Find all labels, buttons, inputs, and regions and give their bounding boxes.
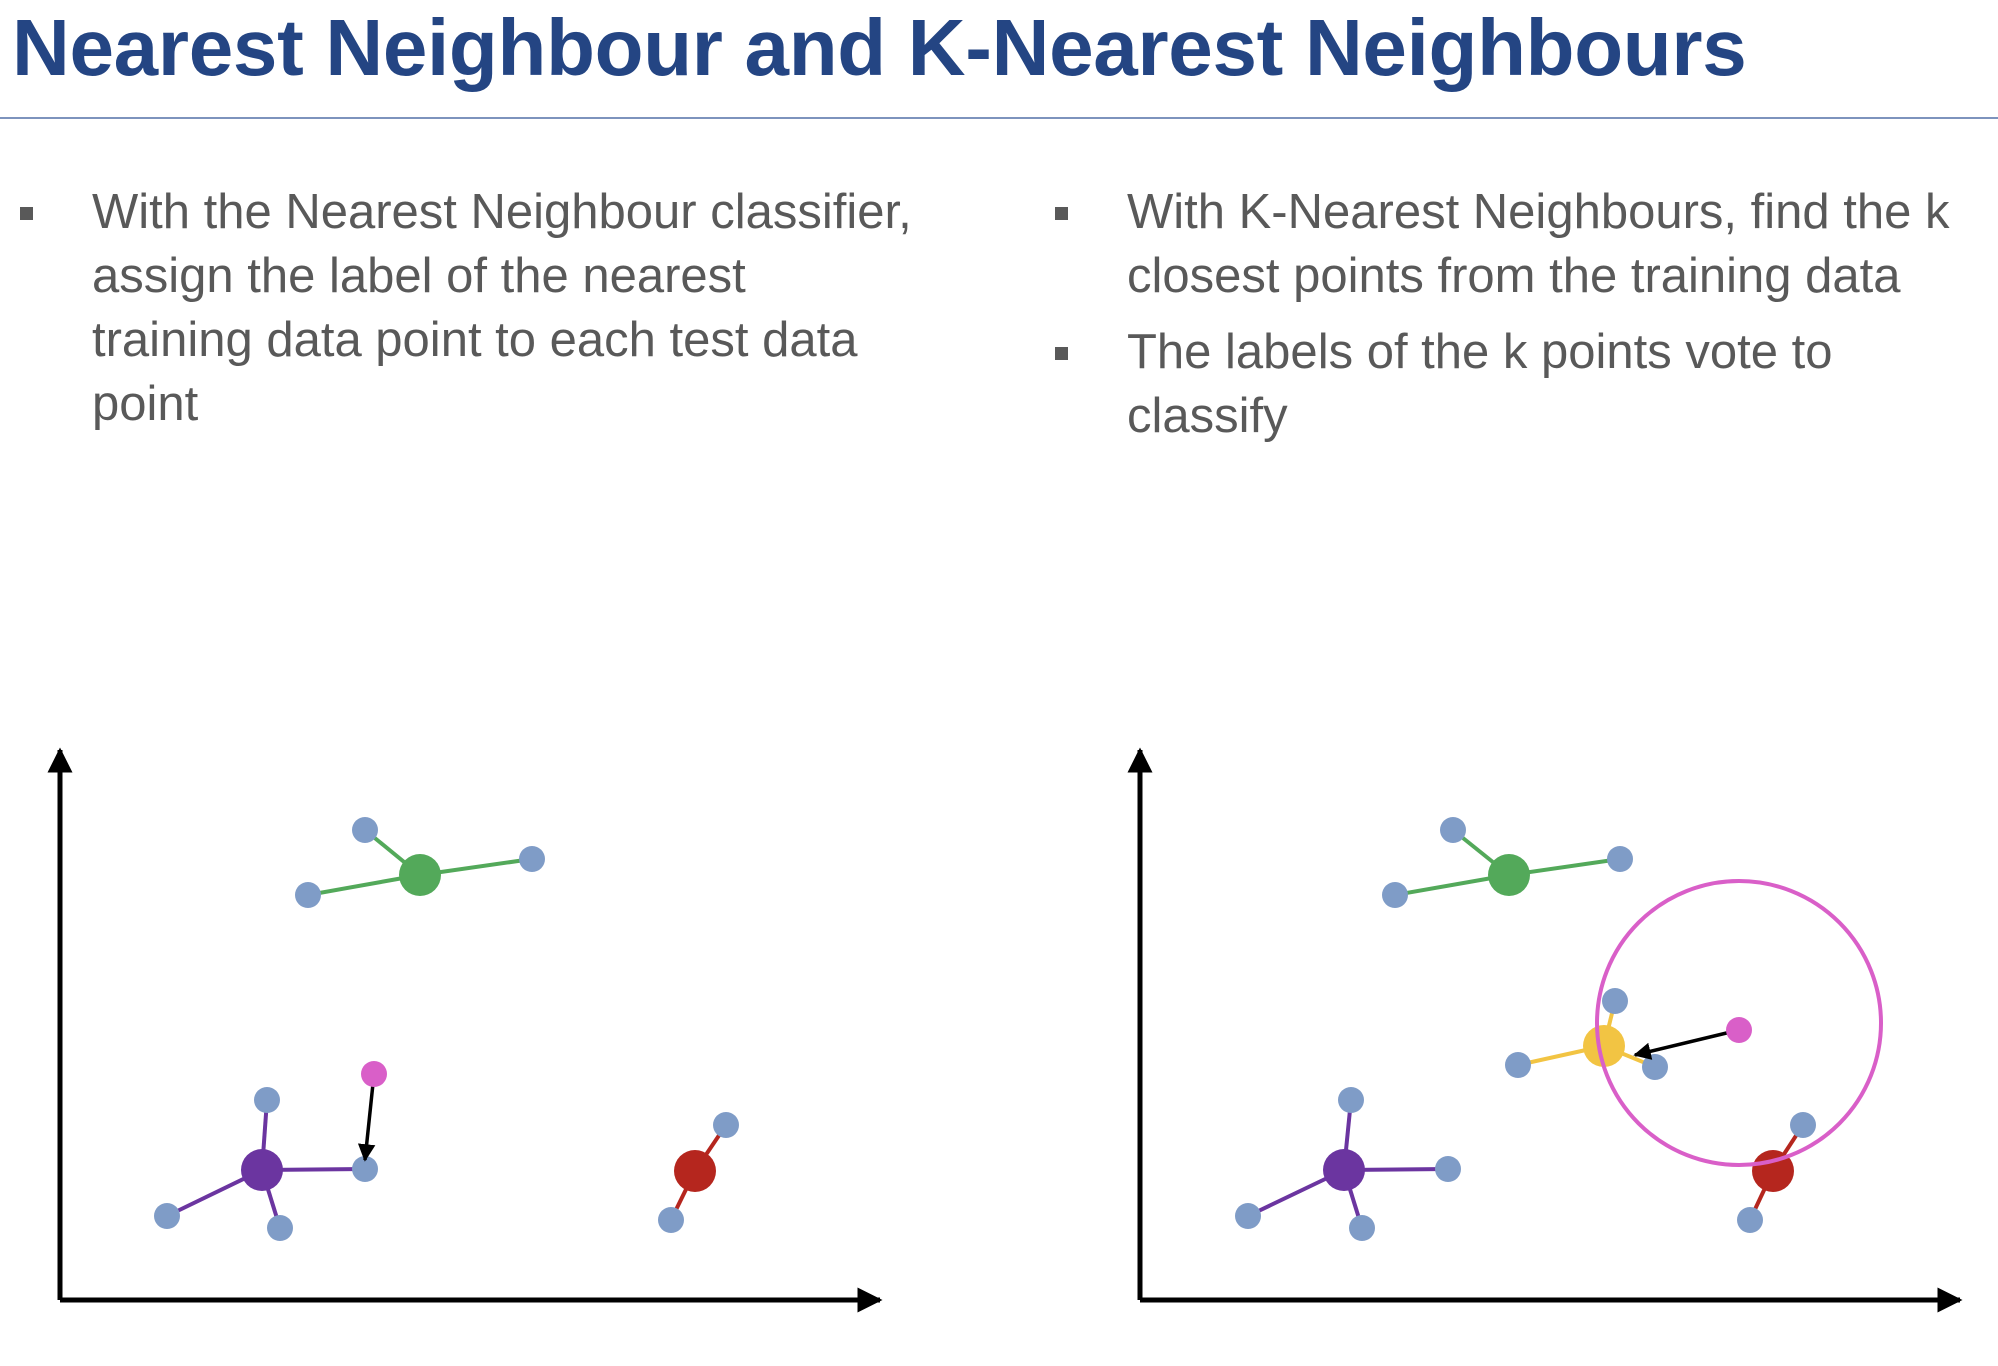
yellow-class-center [1583, 1025, 1625, 1067]
square-bullet-icon [1055, 347, 1068, 360]
training-point [254, 1087, 280, 1113]
k-nearest-neighbours-bullets: With K-Nearest Neighbours, find the k cl… [1047, 180, 1992, 460]
training-point [267, 1215, 293, 1241]
training-point [1382, 882, 1408, 908]
nearest-neighbour-bullets: With the Nearest Neighbour classifier, a… [12, 180, 912, 448]
training-point [658, 1207, 684, 1233]
training-point [295, 882, 321, 908]
slide-title: Nearest Neighbour and K-Nearest Neighbou… [12, 3, 1747, 92]
training-point [1440, 817, 1466, 843]
red-class-center [1752, 1150, 1794, 1192]
k-nearest-neighbours-diagram [1127, 747, 1963, 1313]
training-point [1505, 1052, 1531, 1078]
bullet-text: With the Nearest Neighbour classifier, a… [92, 185, 912, 431]
purple-class-center [1323, 1149, 1365, 1191]
training-point [352, 817, 378, 843]
training-point [1607, 846, 1633, 872]
red-class-center [674, 1150, 716, 1192]
training-point [1435, 1156, 1461, 1182]
square-bullet-icon [1055, 207, 1068, 220]
bullet-item: The labels of the k points vote to class… [1047, 320, 1992, 448]
training-point [1235, 1203, 1261, 1229]
training-point [1642, 1054, 1668, 1080]
training-point [713, 1112, 739, 1138]
bullet-text: The labels of the k points vote to class… [1127, 325, 1833, 443]
nearest-neighbour-arrow [357, 1073, 376, 1162]
k-neighbourhood-circle [1595, 879, 1883, 1167]
purple-class-center [241, 1149, 283, 1191]
title-divider [0, 117, 1998, 119]
training-point [1737, 1207, 1763, 1233]
training-point [154, 1203, 180, 1229]
training-point [352, 1156, 378, 1182]
nearest-neighbour-diagram [47, 747, 883, 1313]
green-class-center [399, 854, 441, 896]
bullet-text: With K-Nearest Neighbours, find the k cl… [1127, 185, 1950, 303]
training-point [1349, 1215, 1375, 1241]
training-point [1602, 988, 1628, 1014]
square-bullet-icon [20, 207, 33, 220]
training-point [1790, 1112, 1816, 1138]
green-class-center [1488, 854, 1530, 896]
test-point [361, 1061, 387, 1087]
test-point [1726, 1017, 1752, 1043]
nearest-neighbour-arrow [1633, 1028, 1740, 1060]
training-point [519, 846, 545, 872]
bullet-item: With K-Nearest Neighbours, find the k cl… [1047, 180, 1992, 308]
bullet-item: With the Nearest Neighbour classifier, a… [12, 180, 912, 436]
training-point [1338, 1087, 1364, 1113]
